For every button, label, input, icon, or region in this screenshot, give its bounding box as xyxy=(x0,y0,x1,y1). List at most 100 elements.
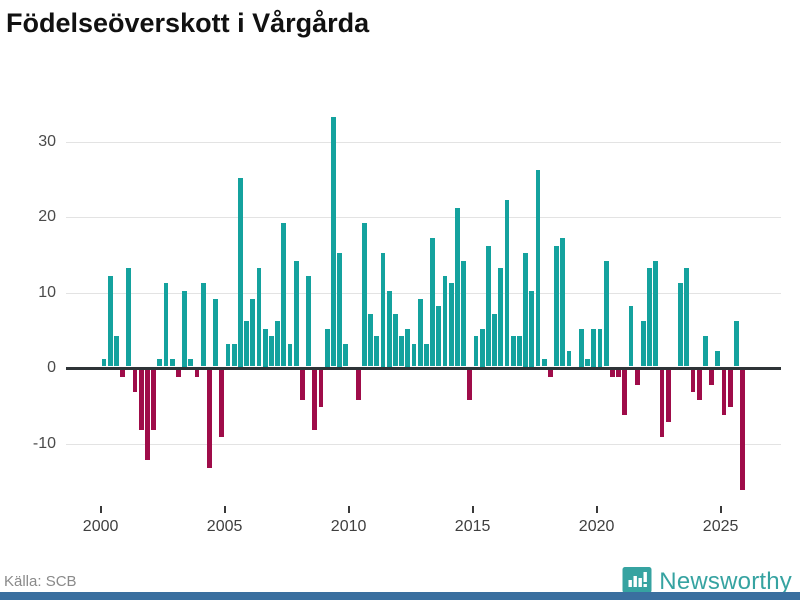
positive-bar xyxy=(380,253,386,367)
positive-bar xyxy=(678,283,683,367)
positive-bar xyxy=(213,298,218,367)
positive-bar xyxy=(256,268,262,367)
footer-accent-bar xyxy=(0,592,800,600)
positive-bar xyxy=(498,268,504,367)
x-axis-tick-label: 2000 xyxy=(82,518,119,535)
positive-bar xyxy=(486,245,491,367)
positive-bar xyxy=(101,358,107,367)
x-axis-tick-label: 2015 xyxy=(454,518,491,535)
gridline xyxy=(66,443,781,445)
positive-bar xyxy=(225,343,231,367)
positive-bar xyxy=(715,351,721,367)
source-label: Källa: SCB xyxy=(4,573,77,590)
positive-bar xyxy=(231,343,237,367)
gridline xyxy=(66,141,781,143)
gridline xyxy=(66,217,781,218)
negative-bar xyxy=(721,369,727,415)
x-axis-tick xyxy=(471,506,474,513)
positive-bar xyxy=(529,291,535,367)
x-axis-tick xyxy=(719,506,722,513)
negative-bar xyxy=(467,369,473,400)
negative-bar xyxy=(665,369,671,423)
positive-bar xyxy=(126,268,132,367)
bar-chart-bubble-icon xyxy=(622,566,652,598)
positive-bar xyxy=(250,298,256,367)
positive-bar xyxy=(535,170,541,367)
positive-bar xyxy=(473,336,479,367)
y-axis-tick-label: 10 xyxy=(38,283,56,301)
x-axis-tick xyxy=(595,506,598,513)
negative-bar xyxy=(690,369,696,393)
positive-bar xyxy=(399,336,404,367)
x-axis-tick xyxy=(99,506,102,513)
positive-bar xyxy=(386,291,392,367)
positive-bar xyxy=(492,313,497,367)
negative-bar xyxy=(318,369,324,408)
positive-bar xyxy=(331,117,336,367)
positive-bar xyxy=(523,253,528,367)
negative-bar xyxy=(610,369,615,378)
negative-bar xyxy=(622,369,628,415)
positive-bar xyxy=(287,343,293,367)
positive-bar xyxy=(442,275,448,367)
x-axis-tick-label: 2020 xyxy=(578,518,615,535)
positive-bar xyxy=(362,223,367,367)
positive-bar xyxy=(510,336,516,367)
y-axis-tick-label: 0 xyxy=(47,359,56,376)
positive-bar xyxy=(703,336,708,367)
positive-bar xyxy=(262,328,268,367)
positive-bar xyxy=(647,268,652,367)
negative-bar xyxy=(634,369,640,385)
positive-bar xyxy=(188,358,194,367)
positive-bar xyxy=(293,260,299,367)
positive-bar xyxy=(182,291,187,367)
negative-bar xyxy=(355,369,361,400)
positive-bar xyxy=(628,306,634,367)
positive-bar xyxy=(591,328,597,367)
positive-bar xyxy=(430,238,435,367)
x-axis-tick-label: 2025 xyxy=(702,518,739,535)
y-axis-tick-label: 30 xyxy=(38,132,56,150)
positive-bar xyxy=(734,321,739,367)
positive-bar xyxy=(653,260,659,367)
negative-bar xyxy=(194,369,200,378)
newsworthy-wordmark: Newsworthy xyxy=(659,568,792,595)
positive-bar xyxy=(114,336,119,367)
negative-bar xyxy=(727,369,733,408)
positive-bar xyxy=(436,306,442,367)
chart-title: Födelseöverskott i Vårgårda xyxy=(6,8,370,38)
positive-bar xyxy=(324,328,330,367)
x-axis-tick-label: 2010 xyxy=(330,518,367,535)
negative-bar xyxy=(132,369,138,393)
positive-bar xyxy=(238,177,243,367)
negative-bar xyxy=(548,369,553,378)
positive-bar xyxy=(479,328,485,367)
positive-bar xyxy=(504,200,510,367)
x-axis-tick xyxy=(347,506,350,513)
positive-bar xyxy=(541,358,547,367)
positive-bar xyxy=(554,245,559,367)
positive-bar xyxy=(306,275,311,367)
positive-bar xyxy=(337,253,342,367)
positive-bar xyxy=(424,343,429,367)
negative-bar xyxy=(120,369,125,378)
gridline xyxy=(66,292,781,294)
positive-bar xyxy=(566,351,572,367)
positive-bar xyxy=(368,313,373,367)
x-axis-tick-label: 2005 xyxy=(206,518,243,535)
positive-bar xyxy=(448,283,454,367)
negative-bar xyxy=(145,369,150,461)
positive-bar xyxy=(374,336,380,367)
positive-bar xyxy=(393,313,398,367)
negative-bar xyxy=(207,369,212,468)
positive-bar xyxy=(641,321,646,367)
negative-bar xyxy=(709,369,714,385)
positive-bar xyxy=(200,283,206,367)
negative-bar xyxy=(659,369,665,438)
newsworthy-logo: Newsworthy xyxy=(622,565,792,599)
positive-bar xyxy=(461,260,466,367)
positive-bar xyxy=(455,207,460,367)
positive-bar xyxy=(275,321,280,367)
positive-bar xyxy=(157,358,163,367)
